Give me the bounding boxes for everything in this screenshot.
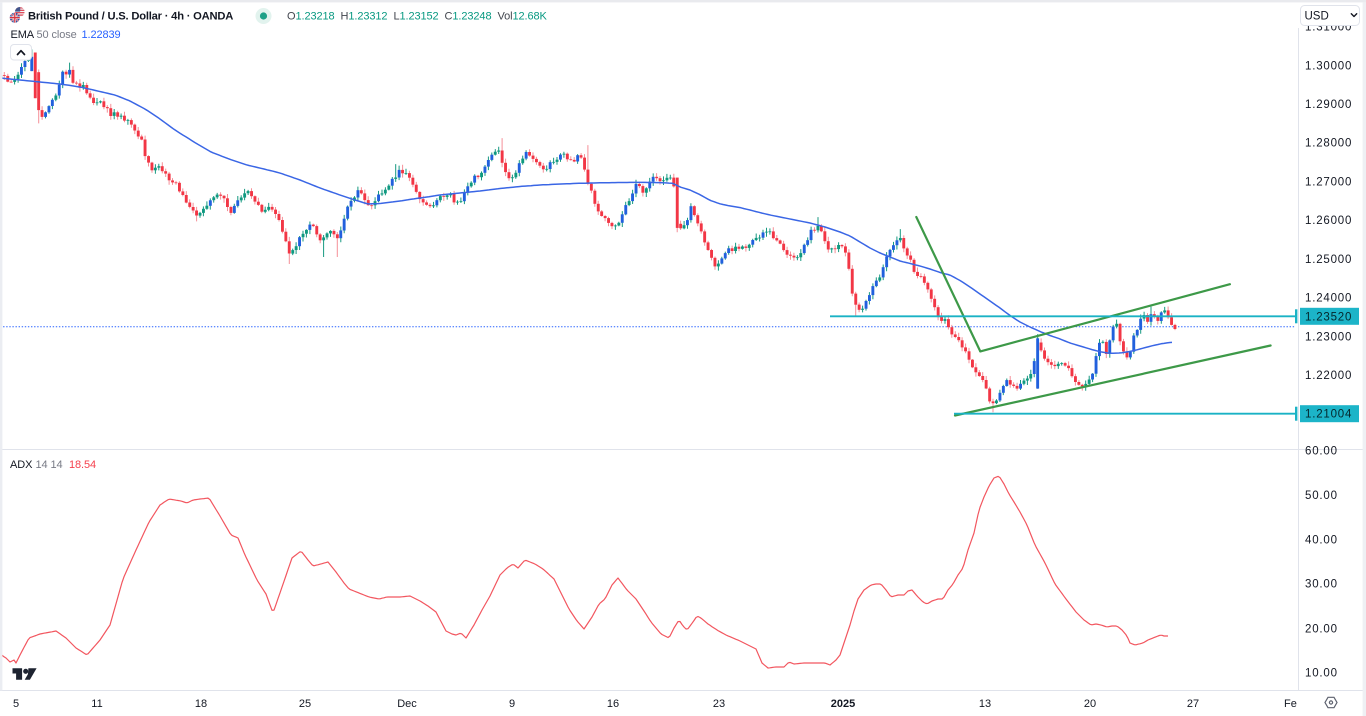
svg-text:40.00: 40.00 xyxy=(1305,534,1338,546)
svg-text:5: 5 xyxy=(13,698,19,710)
svg-text:Dec: Dec xyxy=(397,698,417,710)
svg-text:1.22000: 1.22000 xyxy=(1305,370,1352,382)
svg-text:British Pound / U.S. Dollar ·: British Pound / U.S. Dollar · 4h · OANDA xyxy=(28,11,233,23)
svg-text:Fe: Fe xyxy=(1284,698,1297,710)
svg-text:1.23520: 1.23520 xyxy=(1305,311,1352,323)
svg-text:14 14: 14 14 xyxy=(36,459,63,471)
svg-text:13: 13 xyxy=(979,698,991,710)
svg-text:1.30000: 1.30000 xyxy=(1305,60,1352,72)
svg-text:1.21004: 1.21004 xyxy=(1305,409,1352,421)
svg-text:EMA: EMA xyxy=(11,29,35,41)
svg-text:1.24000: 1.24000 xyxy=(1305,293,1352,305)
svg-text:1.26000: 1.26000 xyxy=(1305,215,1352,227)
svg-text:1.23000: 1.23000 xyxy=(1305,331,1352,343)
svg-text:1.27000: 1.27000 xyxy=(1305,177,1352,189)
svg-text:18.54: 18.54 xyxy=(69,459,96,471)
svg-text:27: 27 xyxy=(1187,698,1199,710)
svg-text:18: 18 xyxy=(195,698,207,710)
svg-text:1.22839: 1.22839 xyxy=(82,29,121,41)
svg-text:1.29000: 1.29000 xyxy=(1305,99,1352,111)
svg-text:1.28000: 1.28000 xyxy=(1305,138,1352,150)
svg-text:10.00: 10.00 xyxy=(1305,667,1338,679)
svg-text:1.25000: 1.25000 xyxy=(1305,254,1352,266)
svg-text:60.00: 60.00 xyxy=(1305,446,1338,458)
svg-text:50.00: 50.00 xyxy=(1305,490,1338,502)
svg-text:23: 23 xyxy=(713,698,725,710)
svg-text:16: 16 xyxy=(607,698,619,710)
svg-text:ADX: ADX xyxy=(10,459,33,471)
svg-text:USD: USD xyxy=(1305,10,1329,22)
svg-text:25: 25 xyxy=(299,698,311,710)
svg-text:20: 20 xyxy=(1084,698,1096,710)
svg-text:11: 11 xyxy=(91,698,102,710)
svg-text:30.00: 30.00 xyxy=(1305,579,1338,591)
svg-text:20.00: 20.00 xyxy=(1305,623,1338,635)
svg-text:9: 9 xyxy=(509,698,515,710)
svg-text:1.31000: 1.31000 xyxy=(1305,22,1352,34)
svg-text:50 close: 50 close xyxy=(37,29,77,41)
svg-text:2025: 2025 xyxy=(831,698,855,710)
